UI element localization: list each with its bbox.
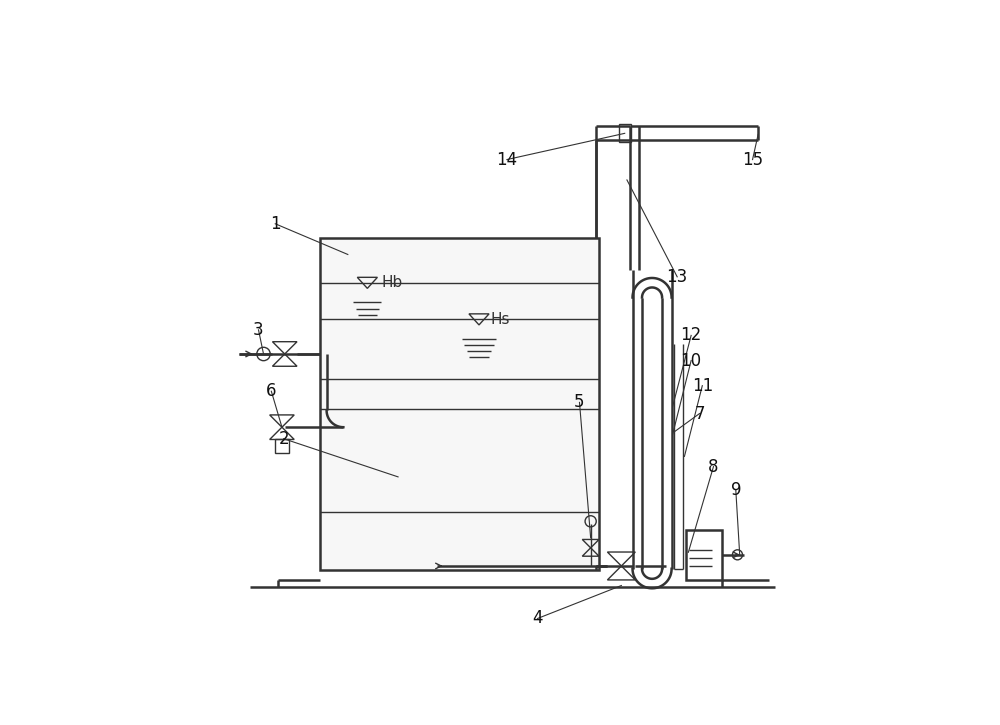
Bar	[619, 125, 631, 141]
Text: 3: 3	[253, 321, 264, 339]
Text: 15: 15	[742, 151, 763, 169]
Text: 8: 8	[708, 457, 719, 476]
Text: 4: 4	[532, 610, 543, 627]
Text: Hs: Hs	[490, 312, 510, 326]
Text: 12: 12	[681, 326, 702, 344]
Text: 6: 6	[266, 382, 277, 400]
Text: 14: 14	[496, 151, 517, 169]
Text: 2: 2	[278, 430, 289, 448]
Bar	[275, 439, 289, 453]
Text: 11: 11	[692, 377, 713, 394]
Text: 9: 9	[731, 481, 741, 499]
Text: 7: 7	[694, 405, 705, 423]
Text: 13: 13	[667, 268, 688, 286]
Bar	[686, 530, 722, 580]
Text: 10: 10	[681, 352, 702, 370]
Text: 5: 5	[574, 394, 585, 411]
Bar	[320, 238, 599, 570]
Text: 1: 1	[270, 215, 281, 233]
Text: Hb: Hb	[381, 275, 403, 290]
